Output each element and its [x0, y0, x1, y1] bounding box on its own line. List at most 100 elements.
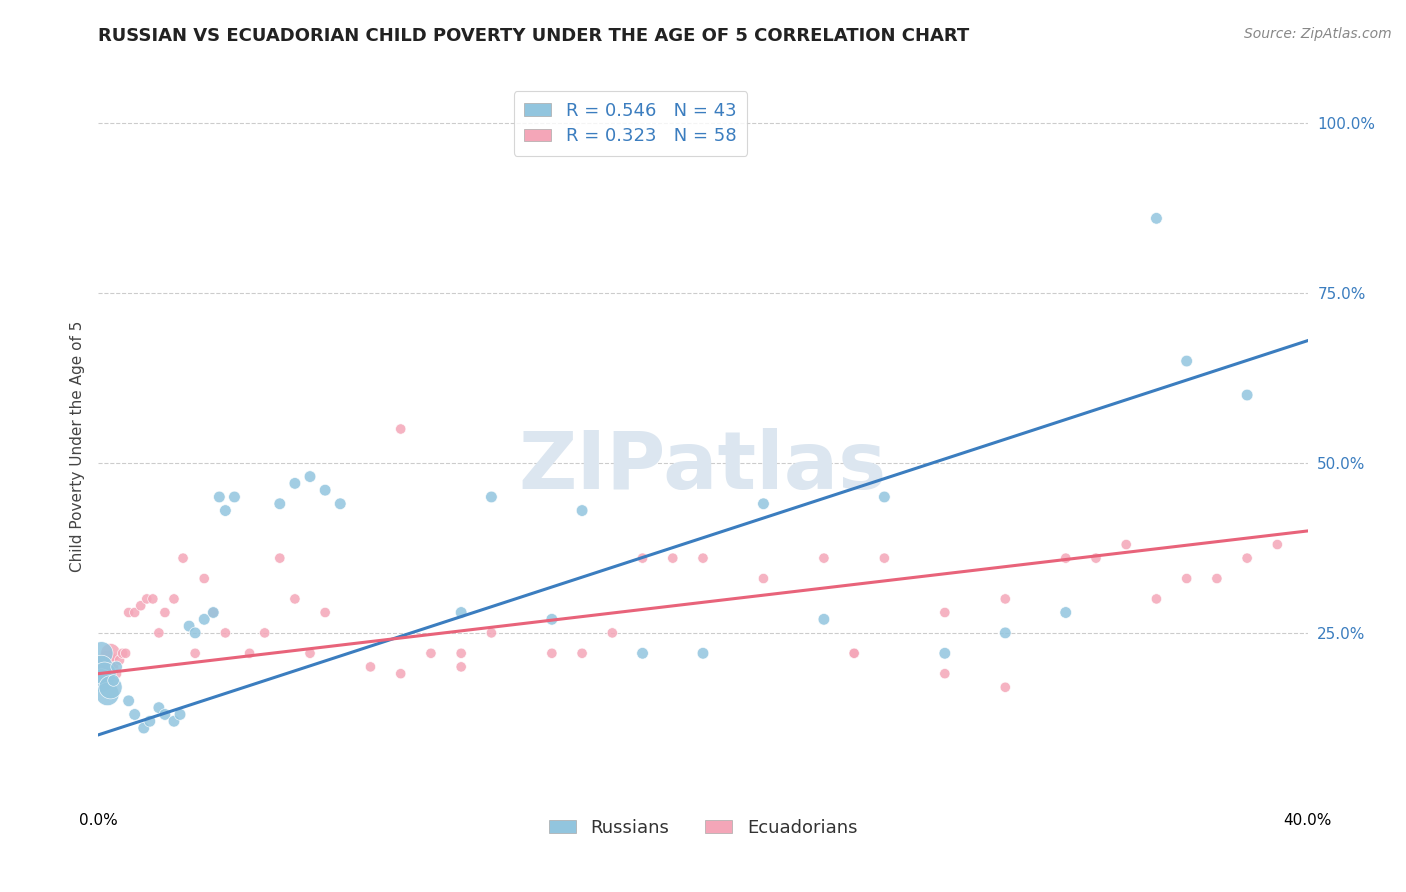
Point — [844, 646, 866, 660]
Point — [193, 612, 215, 626]
Point — [813, 551, 835, 566]
Point — [284, 476, 307, 491]
Point — [284, 591, 307, 606]
Point — [1236, 551, 1258, 566]
Point — [389, 422, 412, 436]
Point — [934, 606, 956, 620]
Point — [132, 721, 155, 735]
Point — [148, 700, 170, 714]
Point — [239, 646, 262, 660]
Point — [873, 551, 896, 566]
Point — [96, 687, 118, 701]
Point — [631, 646, 654, 660]
Point — [994, 591, 1017, 606]
Point — [571, 503, 593, 517]
Point — [163, 591, 186, 606]
Point — [752, 572, 775, 586]
Point — [602, 626, 624, 640]
Point — [163, 714, 186, 729]
Point — [105, 660, 128, 674]
Point — [450, 646, 472, 660]
Point — [1085, 551, 1108, 566]
Point — [214, 626, 236, 640]
Point — [994, 626, 1017, 640]
Point — [481, 490, 503, 504]
Point — [692, 646, 714, 660]
Point — [994, 680, 1017, 694]
Point — [299, 646, 322, 660]
Point — [1175, 354, 1198, 368]
Point — [389, 666, 412, 681]
Point — [148, 626, 170, 640]
Point — [873, 490, 896, 504]
Point — [329, 497, 352, 511]
Point — [661, 551, 683, 566]
Point — [90, 660, 112, 674]
Point — [540, 646, 562, 660]
Point — [360, 660, 382, 674]
Point — [571, 646, 593, 660]
Point — [224, 490, 246, 504]
Point — [193, 572, 215, 586]
Point — [631, 551, 654, 566]
Point — [114, 646, 136, 660]
Point — [1175, 572, 1198, 586]
Point — [208, 490, 231, 504]
Point — [90, 646, 112, 660]
Point — [153, 606, 176, 620]
Point — [100, 680, 122, 694]
Text: Source: ZipAtlas.com: Source: ZipAtlas.com — [1244, 27, 1392, 41]
Point — [813, 612, 835, 626]
Point — [90, 660, 112, 674]
Point — [103, 660, 125, 674]
Point — [100, 646, 122, 660]
Point — [118, 694, 141, 708]
Point — [103, 673, 125, 688]
Point — [481, 626, 503, 640]
Point — [1054, 551, 1077, 566]
Legend: Russians, Ecuadorians: Russians, Ecuadorians — [541, 812, 865, 844]
Point — [124, 606, 146, 620]
Point — [202, 606, 225, 620]
Point — [172, 551, 194, 566]
Point — [93, 666, 115, 681]
Point — [450, 606, 472, 620]
Point — [420, 646, 443, 660]
Point — [752, 497, 775, 511]
Point — [1144, 211, 1167, 226]
Point — [1267, 537, 1289, 551]
Point — [214, 503, 236, 517]
Point — [129, 599, 152, 613]
Point — [118, 606, 141, 620]
Point — [153, 707, 176, 722]
Point — [934, 646, 956, 660]
Point — [184, 626, 207, 640]
Point — [269, 497, 291, 511]
Point — [105, 666, 128, 681]
Point — [692, 551, 714, 566]
Point — [169, 707, 191, 722]
Point — [184, 646, 207, 660]
Text: ZIPatlas: ZIPatlas — [519, 428, 887, 507]
Point — [314, 483, 336, 498]
Point — [269, 551, 291, 566]
Point — [93, 660, 115, 674]
Point — [934, 666, 956, 681]
Point — [844, 646, 866, 660]
Point — [299, 469, 322, 483]
Point — [1115, 537, 1137, 551]
Point — [314, 606, 336, 620]
Point — [108, 653, 131, 667]
Point — [1054, 606, 1077, 620]
Point — [142, 591, 165, 606]
Point — [124, 707, 146, 722]
Point — [540, 612, 562, 626]
Point — [202, 606, 225, 620]
Point — [179, 619, 201, 633]
Point — [1236, 388, 1258, 402]
Point — [135, 591, 157, 606]
Point — [1144, 591, 1167, 606]
Point — [253, 626, 276, 640]
Point — [139, 714, 162, 729]
Y-axis label: Child Poverty Under the Age of 5: Child Poverty Under the Age of 5 — [69, 320, 84, 572]
